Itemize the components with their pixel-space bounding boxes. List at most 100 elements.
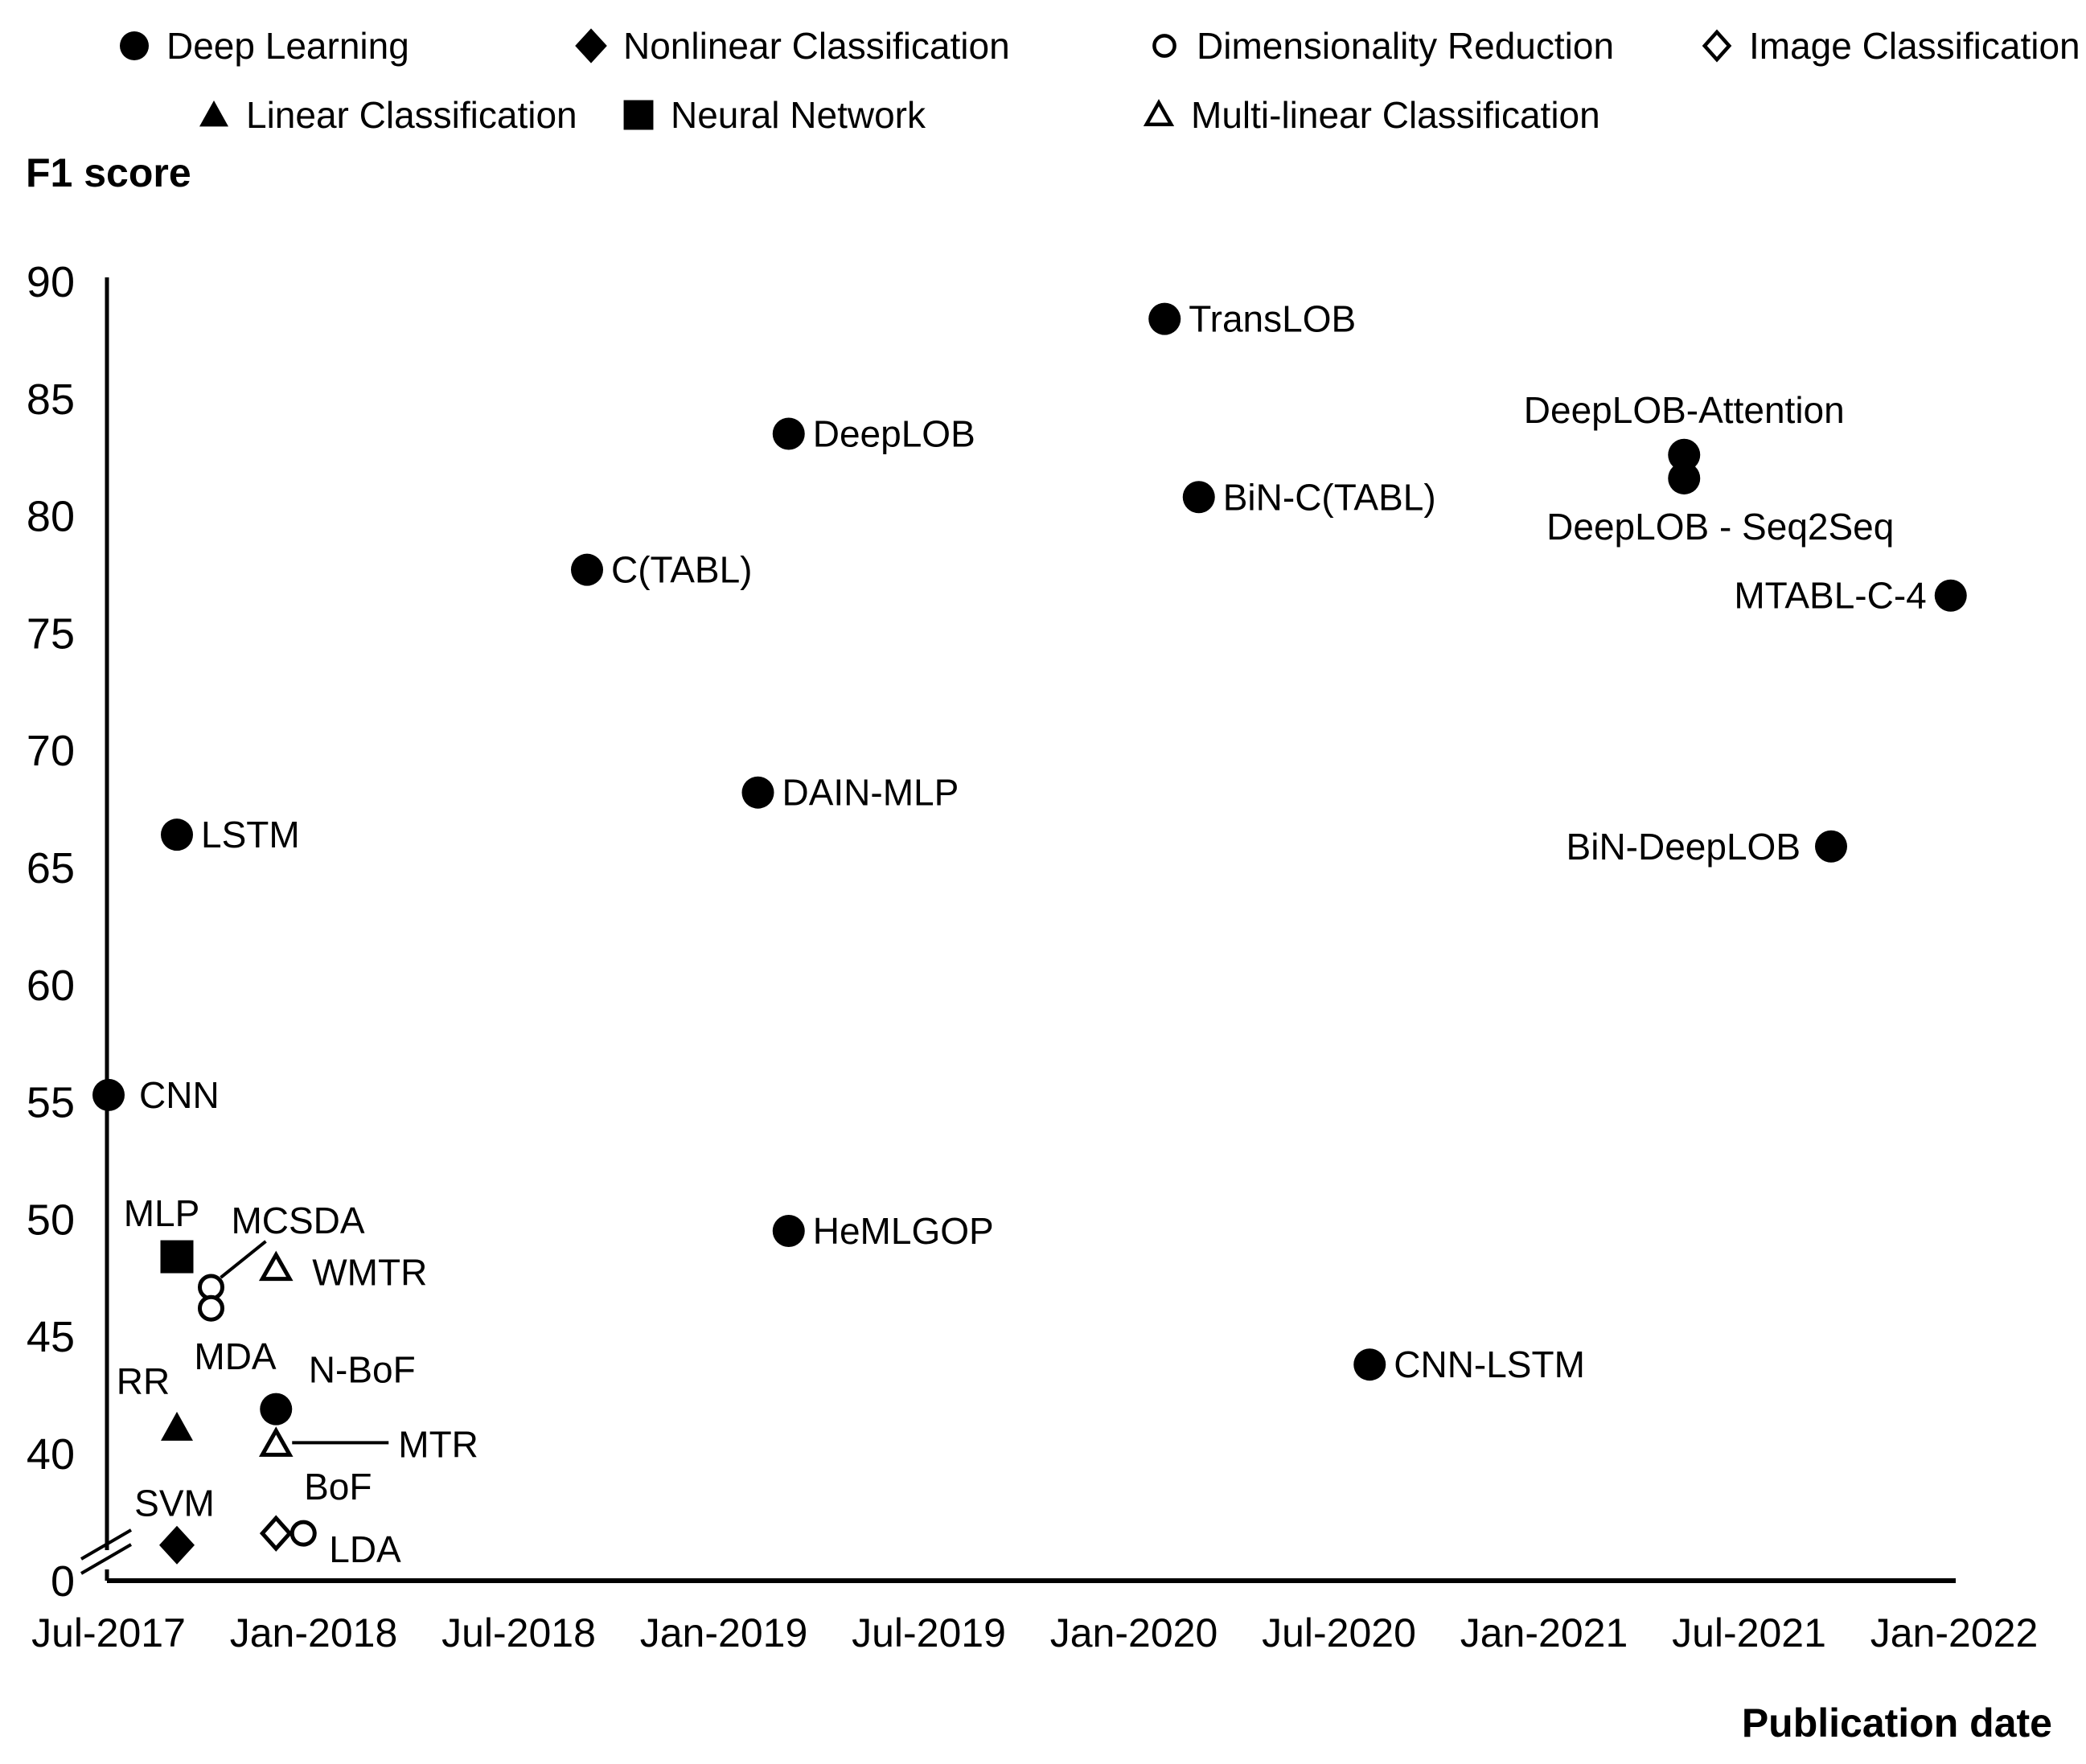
legend-label: Nonlinear Classification	[623, 25, 1010, 67]
point-label-bin-deeplob: BiN-DeepLOB	[1567, 826, 1801, 868]
point-label-c-tabl: C(TABL)	[611, 549, 753, 591]
x-axis-title: Publication date	[1742, 1700, 2052, 1746]
y-tick-label: 70	[27, 727, 75, 775]
circle-filled-icon	[1148, 302, 1181, 335]
point-label-mtabl-c-4: MTABL-C-4	[1734, 575, 1926, 617]
legend-label: Deep Learning	[166, 25, 409, 67]
point-label-mcsda: MCSDA	[231, 1200, 364, 1241]
point-hemlgop: HeMLGOP	[772, 1210, 994, 1252]
x-tick-label: Jan-2021	[1460, 1610, 1628, 1655]
y-axis-break-icon	[80, 1528, 133, 1575]
y-tick-label: 80	[27, 493, 75, 541]
point-label-bin-c-tabl: BiN-C(TABL)	[1223, 476, 1436, 518]
point-mcsda: MCSDA	[198, 1200, 365, 1301]
point-label-bof: BoF	[304, 1466, 372, 1508]
legend-item-multi-linear-classification: Multi-linear Classification	[1143, 94, 1600, 136]
legend-item-neural-network: Neural Network	[623, 94, 926, 136]
point-mda: MDA	[194, 1294, 277, 1377]
circle-filled-icon	[772, 417, 805, 450]
point-label-n-bof: N-BoF	[309, 1349, 416, 1391]
y-axis-title: F1 score	[26, 150, 191, 195]
point-label-wmtr: WMTR	[312, 1252, 427, 1294]
x-tick-label: Jul-2020	[1262, 1610, 1416, 1655]
circle-filled-icon	[260, 1393, 293, 1426]
legend-triangle-filled-icon	[199, 101, 228, 127]
points-group: CNN LSTM MLP SVM RR MCSDA MDA WMTR N-BoF MTR BoF LD…	[92, 298, 1967, 1570]
legend-item-deep-learning: Deep Learning	[120, 25, 409, 67]
point-lstm: LSTM	[161, 814, 300, 855]
circle-filled-icon	[1182, 481, 1215, 514]
triangle-open-icon	[258, 1426, 294, 1457]
circle-filled-icon	[1668, 438, 1701, 471]
triangle-filled-icon	[161, 1411, 193, 1441]
point-n-bof: N-BoF	[260, 1349, 416, 1426]
x-tick-label: Jul-2019	[852, 1610, 1006, 1655]
circle-filled-icon	[741, 776, 774, 809]
x-tick-label: Jul-2021	[1672, 1610, 1826, 1655]
point-label-svm: SVM	[134, 1483, 215, 1524]
triangle-open-icon	[258, 1250, 294, 1282]
legend-item-linear-classification: Linear Classification	[199, 94, 577, 136]
y-tick-label: 85	[27, 375, 75, 424]
point-label-cnn-lstm: CNN-LSTM	[1394, 1344, 1585, 1385]
legend-item-dimensionality-reduction: Dimensionality Reduction	[1152, 25, 1614, 67]
point-deeplob: DeepLOB	[772, 413, 975, 455]
point-label-translob: TransLOB	[1189, 298, 1356, 340]
point-cnn-lstm: CNN-LSTM	[1353, 1344, 1585, 1385]
y-tick-label: 60	[27, 962, 75, 1010]
legend-circle-open-icon	[1152, 34, 1176, 58]
circle-open-icon	[198, 1294, 224, 1322]
x-tick-label: Jan-2022	[1870, 1610, 2039, 1655]
circle-filled-icon	[161, 818, 193, 851]
point-label-rr: RR	[117, 1360, 170, 1402]
y-tick-label: 90	[27, 258, 75, 306]
circle-open-icon	[289, 1520, 317, 1547]
point-label-lstm: LSTM	[201, 814, 300, 855]
point-label-mtr: MTR	[398, 1423, 478, 1465]
circle-filled-icon	[1815, 830, 1847, 863]
legend-diamond-filled-icon	[575, 28, 607, 64]
label-leader-line	[220, 1240, 267, 1279]
circle-filled-icon	[1353, 1348, 1386, 1381]
legend-circle-filled-icon	[120, 31, 149, 60]
circle-filled-icon	[1668, 462, 1701, 494]
point-label-hemlgop: HeMLGOP	[813, 1210, 994, 1252]
y-tick-label: 55	[27, 1079, 75, 1127]
x-tick-label: Jul-2017	[31, 1610, 186, 1655]
point-cnn: CNN	[92, 1074, 220, 1116]
legend-label: Linear Classification	[246, 94, 577, 136]
x-tick-label: Jan-2019	[640, 1610, 808, 1655]
point-label-deeplob-seq2seq: DeepLOB - Seq2Seq	[1546, 506, 1894, 548]
circle-filled-icon	[92, 1078, 125, 1111]
x-tick-label: Jan-2020	[1050, 1610, 1218, 1655]
point-mtr: MTR	[258, 1423, 478, 1465]
x-tick-label: Jul-2018	[441, 1610, 596, 1655]
y-tick-label: 45	[27, 1313, 75, 1361]
point-dain-mlp: DAIN-MLP	[741, 772, 959, 814]
legend-item-nonlinear-classification: Nonlinear Classification	[575, 25, 1010, 67]
point-deeplob-seq2seq: DeepLOB - Seq2Seq	[1546, 462, 1894, 548]
circle-filled-icon	[1934, 579, 1967, 612]
point-label-lda: LDA	[329, 1528, 401, 1570]
x-tick-label: Jan-2018	[230, 1610, 398, 1655]
legend-label: Neural Network	[671, 94, 926, 136]
y-tick-label: 50	[27, 1196, 75, 1244]
legend-diamond-open-icon	[1702, 29, 1732, 63]
legend-group: Deep Learning Nonlinear Classification Dim…	[120, 25, 2080, 136]
legend-item-image-classification: Image Classification	[1702, 25, 2080, 67]
point-label-deeplob: DeepLOB	[813, 413, 975, 455]
legend-label: Image Classification	[1749, 25, 2080, 67]
point-label-deeplob-attention: DeepLOB-Attention	[1524, 389, 1845, 431]
point-mlp: MLP	[124, 1192, 199, 1274]
y-tick-label: 40	[27, 1430, 75, 1479]
y-tick-label: 65	[27, 844, 75, 892]
diamond-filled-icon	[159, 1525, 195, 1565]
point-translob: TransLOB	[1148, 298, 1356, 340]
point-label-dain-mlp: DAIN-MLP	[782, 772, 959, 814]
legend-square-filled-icon	[623, 100, 654, 130]
legend-label: Multi-linear Classification	[1191, 94, 1600, 136]
point-wmtr: WMTR	[258, 1250, 427, 1294]
